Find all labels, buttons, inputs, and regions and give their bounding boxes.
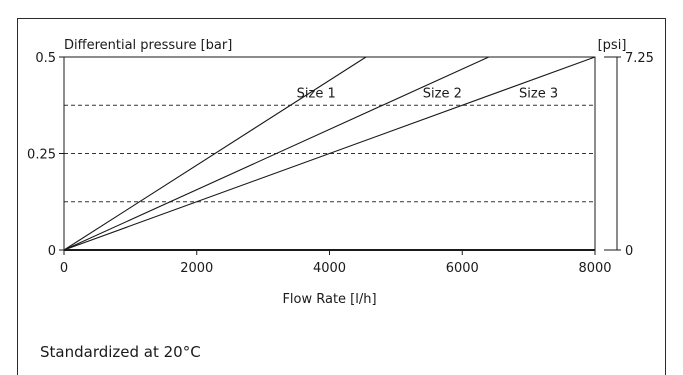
series-label-2: Size 2 — [423, 87, 462, 102]
y-tick-label: 0.5 — [35, 51, 56, 66]
x-tick-label: 4000 — [313, 261, 346, 276]
grid-layer — [64, 104, 595, 203]
right-tick-label: 7.25 — [625, 51, 654, 66]
y-tick-label: 0 — [48, 244, 56, 259]
y-axis-title: Differential pressure [bar] — [64, 38, 232, 53]
series-line-1 — [63, 56, 367, 251]
series-line-2 — [63, 56, 490, 251]
x-tick-label: 0 — [60, 261, 68, 276]
series-line-3 — [63, 56, 596, 251]
axis-layer — [59, 56, 621, 255]
right-axis-title: [psi] — [598, 38, 627, 53]
right-tick-label: 0 — [625, 244, 633, 259]
label-layer: 0 0.25 0.5 0 2000 4000 6000 8000 0 7.25 Size 1 Size… — [27, 38, 654, 307]
x-axis-title: Flow Rate [l/h] — [282, 292, 376, 307]
x-tick-label: 6000 — [446, 261, 479, 276]
footnote-text: Standardized at 20°C — [40, 343, 201, 361]
series-layer — [63, 56, 596, 251]
x-tick-label: 2000 — [180, 261, 213, 276]
y-tick-label: 0.25 — [27, 148, 56, 163]
x-tick-label: 8000 — [578, 261, 611, 276]
series-label-1: Size 1 — [297, 87, 336, 102]
series-label-3: Size 3 — [519, 87, 558, 102]
chart-frame — [17, 18, 666, 375]
